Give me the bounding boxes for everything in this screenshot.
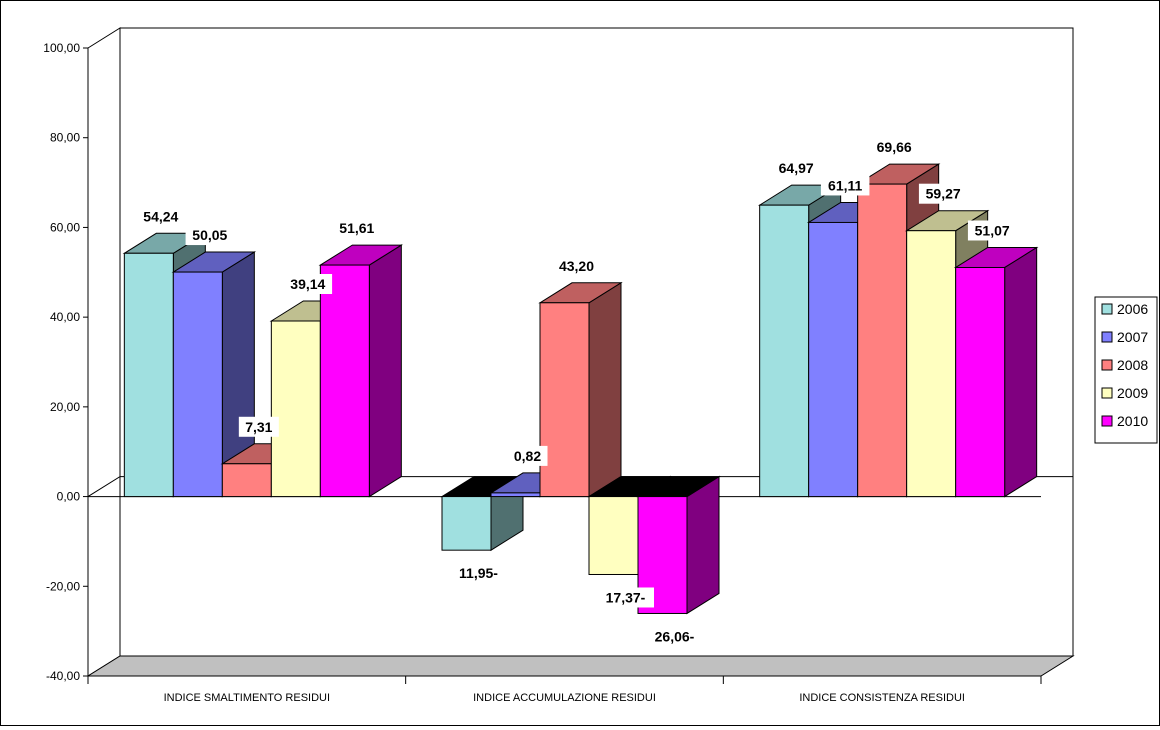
data-label-bg — [869, 137, 919, 158]
category-axis: INDICE SMALTIMENTO RESIDUI INDICE ACCUMUL… — [87, 675, 1042, 704]
data-labels: 54,24 50,05 7,31 39,14 51,61 11,95- 0,82 43,20 1… — [136, 137, 1017, 647]
bar-side — [686, 475, 720, 615]
data-label-2006-2: 11,95- — [450, 563, 507, 584]
category-label: INDICE SMALTIMENTO RESIDUI — [164, 692, 330, 704]
data-label-text: 43,20 — [559, 258, 594, 274]
bar-series — [122, 163, 1039, 615]
zero-plane-line — [87, 476, 1073, 497]
bar-front — [955, 266, 1006, 498]
y-tick-label: -20,00 — [46, 579, 80, 593]
data-label-2010-3: 51,07 — [967, 220, 1017, 241]
data-label-text: 7,31 — [245, 419, 272, 435]
y-tick-label: 20,00 — [50, 400, 80, 414]
data-label-text: 61,11 — [828, 177, 862, 193]
data-label-2006-1: 54,24 — [136, 206, 186, 227]
data-label-2009-3: 59,27 — [918, 183, 968, 204]
legend-label-2007: 2007 — [1117, 329, 1148, 345]
data-label-bg — [918, 183, 968, 204]
data-label-2010-2: 26,06- — [646, 626, 703, 647]
data-label-bg — [332, 218, 382, 239]
bar-front — [441, 496, 492, 551]
bar-front — [906, 230, 957, 498]
value-axis: 100,00 80,00 60,00 40,00 20,00 0,00 -20,00 -40,… — [43, 41, 1041, 683]
bar-front — [857, 183, 908, 498]
legend-swatch-2009 — [1101, 387, 1113, 399]
data-label-text: 51,07 — [975, 222, 1010, 238]
data-label-2008-3: 69,66 — [869, 137, 919, 158]
data-label-2010-1: 51,61 — [332, 218, 382, 239]
data-label-bg — [136, 206, 186, 227]
bar-front — [319, 264, 370, 498]
data-label-2006-3: 64,97 — [771, 158, 821, 179]
data-label-bg — [507, 445, 548, 466]
y-tick-label: 80,00 — [50, 131, 80, 145]
data-label-text: 17,37- — [606, 589, 646, 605]
bar-front — [588, 496, 639, 575]
category-label: INDICE ACCUMULAZIONE RESIDUI — [473, 692, 656, 704]
y-tick-label: 40,00 — [50, 310, 80, 324]
side-wall — [87, 27, 121, 677]
data-label-text: 69,66 — [877, 139, 912, 155]
bar-2010-2 — [636, 475, 721, 615]
legend-swatch-2007 — [1101, 331, 1113, 343]
data-label-bg — [185, 225, 235, 246]
bar-side — [588, 281, 622, 498]
bar-front — [490, 492, 541, 498]
bar-front — [759, 204, 810, 498]
data-label-bg — [646, 626, 703, 647]
bar-side — [1004, 246, 1038, 498]
data-label-2008-2: 43,20 — [552, 255, 601, 276]
y-tick-label: 100,00 — [43, 41, 80, 55]
bar-2008-2 — [538, 281, 623, 498]
data-label-bg — [450, 563, 507, 584]
category-label: INDICE CONSISTENZA RESIDUI — [799, 692, 965, 704]
bar-front — [808, 221, 859, 498]
legend-label-2009: 2009 — [1117, 385, 1148, 401]
y-tick-label: -40,00 — [46, 669, 80, 683]
data-label-text: 64,97 — [779, 160, 814, 176]
data-label-2007-1: 50,05 — [185, 225, 235, 246]
data-label-bg — [967, 220, 1017, 241]
bar-2010-3 — [953, 246, 1039, 498]
data-label-text: 54,24 — [143, 208, 178, 224]
y-tick-label: 0,00 — [57, 490, 81, 504]
data-label-text: 51,61 — [339, 220, 374, 236]
data-label-2009-2: 17,37- — [597, 587, 654, 608]
data-label-text: 11,95- — [459, 565, 498, 581]
data-label-bg — [552, 255, 601, 276]
data-label-2009-1: 39,14 — [283, 274, 333, 295]
y-tick-label: 60,00 — [50, 220, 80, 234]
bar-front — [123, 252, 174, 498]
data-label-text: 26,06- — [655, 628, 695, 644]
data-label-bg — [283, 274, 333, 295]
data-label-bg — [820, 175, 870, 196]
data-label-text: 0,82 — [514, 448, 541, 464]
data-label-text: 50,05 — [192, 227, 227, 243]
legend: 2006 2007 2008 2009 2010 — [1094, 296, 1158, 444]
floor — [86, 655, 1075, 677]
data-label-bg — [771, 158, 821, 179]
data-label-bg — [238, 416, 279, 437]
data-label-bg — [597, 587, 654, 608]
legend-swatch-2010 — [1101, 415, 1113, 427]
bar-front — [172, 271, 223, 498]
bar-2010-1 — [318, 244, 404, 498]
data-label-text: 39,14 — [290, 276, 325, 292]
legend-label-2008: 2008 — [1117, 357, 1148, 373]
bar-side — [368, 244, 402, 498]
bar-front — [270, 320, 321, 498]
bar-front — [221, 463, 272, 498]
legend-swatch-2008 — [1101, 359, 1113, 371]
data-label-2008-1: 7,31 — [238, 416, 279, 437]
legend-label-2010: 2010 — [1117, 413, 1148, 429]
legend-label-2006: 2006 — [1117, 301, 1148, 317]
legend-swatch-2006 — [1101, 303, 1113, 315]
data-label-text: 59,27 — [926, 186, 961, 202]
bar-front — [539, 302, 590, 498]
data-label-2007-3: 61,11 — [820, 175, 870, 196]
data-label-2007-2: 0,82 — [507, 445, 548, 466]
